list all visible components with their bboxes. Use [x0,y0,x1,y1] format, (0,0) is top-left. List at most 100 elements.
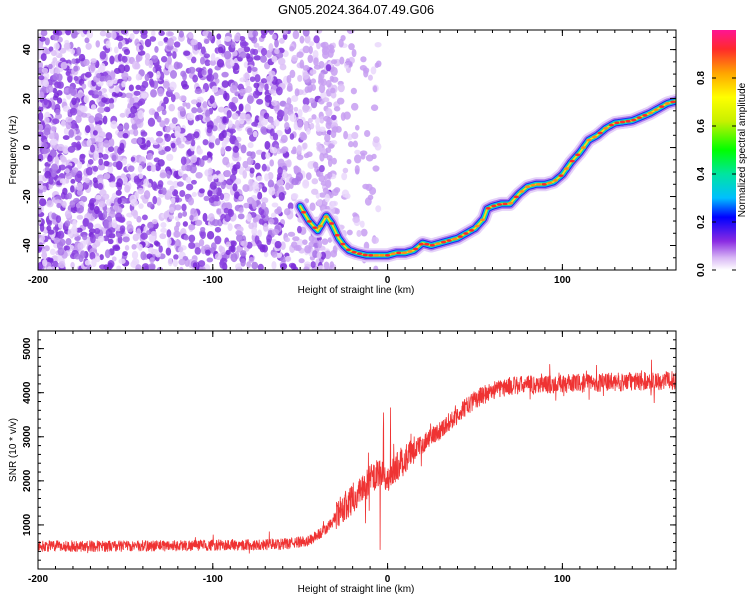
spectrogram-noise-cell [249,167,255,174]
spectrogram-noise-cell [287,202,294,210]
spectrogram-noise-cell [211,102,217,109]
spectrogram-noise-cell [43,127,51,136]
spectrogram-noise-cell [89,198,97,203]
spectral-ridge-peak [345,248,352,252]
spectrogram-noise-cell [111,154,117,162]
spectrogram-noise-cell [170,94,176,103]
spectrogram-noise-cell [232,145,239,153]
spectrogram-noise-cell [127,76,132,82]
spectrogram-noise-cell [167,56,172,65]
spectrogram-noise-cell [70,48,76,55]
spectrogram-noise-cell [248,222,254,230]
spectrogram-noise-cell [330,114,337,121]
spectrogram-noise-cell [302,45,311,54]
spectrogram-noise-cell [216,58,225,68]
spectrogram-noise-cell [90,234,96,244]
spectrogram-noise-cell [317,239,323,249]
spectrogram-noise-cell [202,101,208,109]
spectral-ridge-peak [480,218,486,222]
spectrogram-noise-cell [228,245,235,252]
spectrogram-noise-cell [109,102,115,110]
spectrogram-noise-cell [279,63,287,71]
spectrogram-noise-cell [235,230,242,236]
spectrogram-noise-cell [84,71,92,78]
spectrogram-noise-cell [277,166,283,176]
spectrogram-noise-cell [172,51,177,59]
spectrogram-noise-cell [157,159,165,167]
colorbar-label: Normalized spectral amplitude [737,82,748,217]
spectrogram-noise-cell [50,50,57,57]
spectrogram-y-tick-label: 0 [22,144,33,150]
spectrogram-noise-cell [284,121,290,130]
spectrogram-noise-cell [260,33,266,39]
spectrogram-noise-cell [297,119,303,128]
spectrogram-noise-cell [105,31,112,39]
spectrogram-noise-cell [319,192,327,198]
snr-series-line [38,359,676,554]
spectrogram-noise-cell [109,55,115,65]
spectrogram-noise-cell [207,167,213,175]
spectrogram-noise-cell [39,91,45,100]
spectrogram-noise-cell [252,30,259,37]
snr-y-tick-label: 4000 [22,381,33,404]
spectrogram-noise-cell [144,38,152,48]
spectrogram-noise-cell [227,223,233,232]
spectrogram-noise-cell [261,151,267,160]
spectrogram-noise-cell [221,129,227,139]
spectrogram-noise-cell [48,46,54,52]
spectrogram-noise-cell [78,53,86,62]
spectrogram-noise-cell [271,251,278,258]
spectrogram-noise-cell [292,236,300,242]
spectrogram-noise-cell [146,230,151,236]
spectrogram-noise-cell [224,213,231,222]
spectrogram-noise-cell [129,33,135,40]
spectrogram-noise-cell [103,172,111,180]
spectrogram-noise-cell [311,114,317,120]
spectrogram-noise-cell [132,30,140,35]
spectrogram-noise-cell [88,115,95,124]
spectral-ridge-peak [670,100,676,104]
spectrogram-noise-cell [263,112,270,120]
spectrogram-noise-cell [375,205,382,213]
spectrogram-noise-cell [99,63,106,72]
spectrogram-noise-cell [360,56,367,63]
spectrogram-noise-cell [95,40,101,48]
spectrogram-noise-cell [296,51,304,59]
spectrogram-noise-cell [337,83,345,93]
spectrogram-noise-cell [149,264,156,270]
spectrogram-noise-cell [64,209,72,219]
spectrogram-noise-cell [230,59,235,67]
spectrogram-noise-cell [75,227,83,233]
spectrogram-noise-cell [41,148,49,155]
spectrogram-noise-cell [169,81,177,91]
spectrogram-noise-cell [112,245,121,252]
spectrogram-noise-cell [238,195,244,201]
spectral-ridge-peak [636,116,642,119]
spectrogram-noise-cell [88,90,96,96]
spectrogram-noise-cell [79,154,85,163]
spectrogram-noise-cell [227,120,233,128]
spectrogram-noise-cell [256,240,262,248]
spectrogram-noise-cell [103,106,111,113]
spectrogram-noise-cell [76,214,84,220]
spectrogram-noise-cell [268,70,276,77]
spectrogram-noise-cell [77,242,84,251]
spectrogram-noise-cell [74,235,81,242]
spectrogram-noise-cell [246,127,253,133]
spectrogram-noise-cell [198,265,206,270]
spectrogram-noise-cell [57,221,64,229]
spectrogram-noise-cell [109,181,117,188]
spectrogram-noise-cell [232,183,238,192]
spectrogram-noise-cell [271,55,278,63]
spectrogram-noise-cell [156,115,162,123]
spectrogram-noise-cell [141,92,148,99]
spectrogram-noise-cell [286,97,292,105]
spectrogram-noise-cell [168,103,176,112]
spectrogram-noise-cell [350,102,359,111]
spectrogram-noise-cell [275,86,283,96]
spectrogram-noise-cell [225,145,232,152]
spectrogram-noise-cell [308,41,315,47]
spectrogram-noise-cell [102,193,110,200]
spectrogram-noise-cell [201,69,207,76]
